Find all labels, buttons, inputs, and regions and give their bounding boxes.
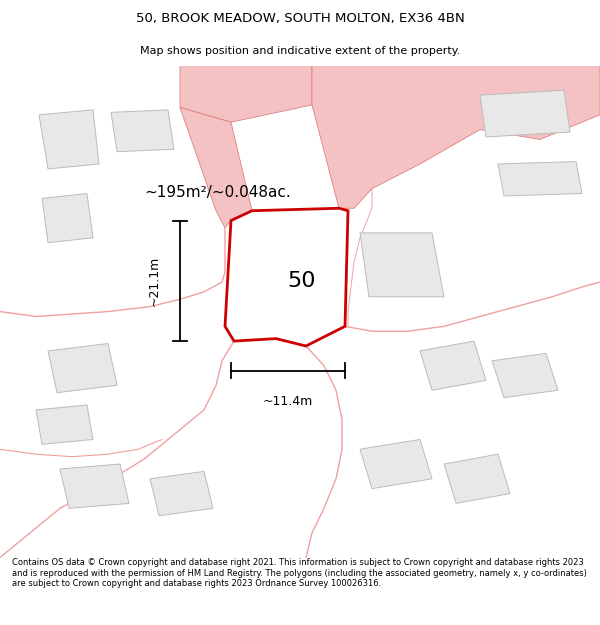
Polygon shape xyxy=(312,66,600,208)
Polygon shape xyxy=(180,107,252,228)
Text: ~195m²/~0.048ac.: ~195m²/~0.048ac. xyxy=(144,185,291,200)
Polygon shape xyxy=(180,66,312,122)
Polygon shape xyxy=(42,194,93,242)
Polygon shape xyxy=(360,439,432,489)
Text: ~11.4m: ~11.4m xyxy=(263,395,313,408)
Polygon shape xyxy=(36,405,93,444)
Text: 50: 50 xyxy=(288,271,316,291)
Polygon shape xyxy=(444,454,510,503)
Polygon shape xyxy=(60,464,129,508)
Polygon shape xyxy=(48,344,117,392)
Polygon shape xyxy=(498,161,582,196)
Text: Contains OS data © Crown copyright and database right 2021. This information is : Contains OS data © Crown copyright and d… xyxy=(12,558,587,588)
Polygon shape xyxy=(111,110,174,152)
Text: Map shows position and indicative extent of the property.: Map shows position and indicative extent… xyxy=(140,46,460,56)
Polygon shape xyxy=(39,110,99,169)
Text: 50, BROOK MEADOW, SOUTH MOLTON, EX36 4BN: 50, BROOK MEADOW, SOUTH MOLTON, EX36 4BN xyxy=(136,12,464,25)
Polygon shape xyxy=(420,341,486,390)
Text: ~21.1m: ~21.1m xyxy=(148,256,161,306)
Polygon shape xyxy=(492,353,558,398)
Polygon shape xyxy=(480,90,570,137)
Polygon shape xyxy=(360,233,444,297)
Polygon shape xyxy=(225,208,348,346)
Polygon shape xyxy=(150,471,213,516)
